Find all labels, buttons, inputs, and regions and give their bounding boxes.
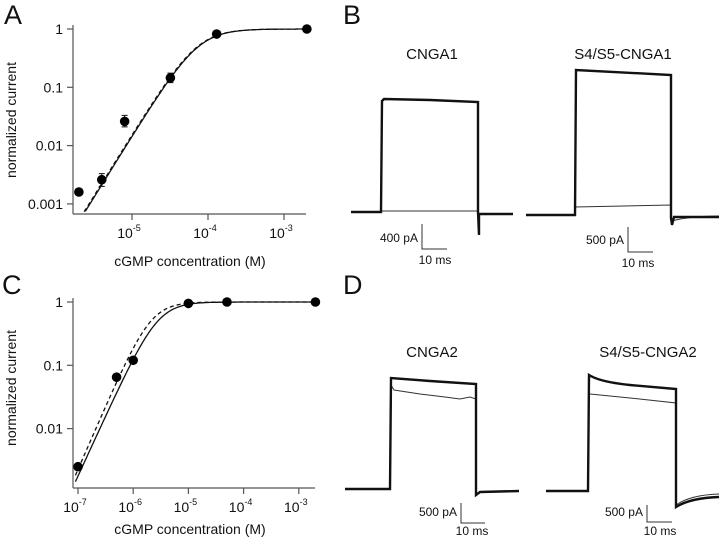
data-point	[183, 298, 194, 309]
y-tick-label: 0.001	[28, 196, 63, 212]
data-point	[73, 461, 83, 472]
scale-bar	[646, 505, 672, 523]
data-point	[211, 29, 222, 39]
x-tick-label: 10-4	[229, 497, 253, 515]
panel-letter-b: B	[343, 0, 361, 30]
x-tick-exponent: -4	[209, 223, 217, 233]
data-point	[74, 187, 84, 197]
y-tick-label: 0.1	[44, 357, 64, 373]
data-point	[310, 297, 321, 307]
y-tick-label: 1	[55, 21, 63, 37]
panel-d-current-traces: CNGA2 500 pA 10 ms S4/S5-CNGA2 500 pA 10…	[345, 344, 720, 538]
data-point	[111, 372, 122, 382]
x-tick-label: 10-4	[193, 223, 217, 241]
fit-curve-dashed	[74, 301, 316, 476]
trace-saturating-cgmp	[546, 372, 720, 510]
y-tick-label: 0.01	[36, 138, 63, 154]
trace-saturating-cgmp	[526, 68, 719, 226]
y-tick-label: 1	[55, 294, 63, 310]
panel-b-current-traces: CNGA1 400 pA 10 ms S4/S5-CNGA1 500 pA 10…	[351, 46, 720, 270]
scale-current-label: 500 pA	[605, 505, 643, 519]
trace-title-cnga2: CNGA2	[406, 344, 458, 361]
panel-a-dose-response: cGMP concentration (M) normalized curren…	[3, 21, 312, 269]
x-tick-exponent: -3	[300, 497, 308, 507]
scale-bar	[627, 227, 653, 253]
y-tick-label: 0.01	[36, 421, 63, 437]
x-axis-label: cGMP concentration (M)	[114, 521, 265, 537]
x-tick-exponent: -6	[134, 497, 142, 507]
panel-letter-c: C	[2, 270, 22, 300]
scale-time-label: 10 ms	[644, 524, 677, 538]
data-point	[222, 297, 232, 307]
x-tick-label: 10-5	[117, 223, 141, 241]
trace-low-cgmp	[390, 384, 477, 400]
x-tick-label: 10-3	[269, 223, 293, 241]
x-tick-exponent: -5	[133, 223, 141, 233]
data-point	[302, 24, 312, 34]
y-axis-label: normalized current	[3, 330, 19, 446]
data-point	[165, 73, 176, 83]
trace-title-s4s5-cnga2: S4/S5-CNGA2	[599, 344, 697, 361]
x-tick-label: 10-3	[284, 497, 308, 515]
panel-letter-a: A	[4, 0, 22, 30]
scale-current-label: 500 pA	[419, 505, 457, 519]
trace-title-cnga1: CNGA1	[406, 46, 458, 63]
scale-bar	[460, 503, 485, 524]
x-tick-label: 10-7	[63, 497, 87, 515]
scale-time-label: 10 ms	[622, 256, 655, 270]
fit-curve-solid	[74, 301, 316, 482]
x-tick-exponent: -7	[79, 497, 87, 507]
x-tick-exponent: -4	[244, 497, 252, 507]
scale-current-label: 400 pA	[380, 231, 418, 245]
y-tick-label: 0.1	[44, 79, 64, 95]
scale-time-label: 10 ms	[456, 524, 489, 538]
data-point	[128, 355, 138, 366]
fit-curve-dashed	[83, 28, 307, 213]
x-tick-exponent: -3	[285, 223, 293, 233]
trace-saturating-cgmp	[351, 97, 513, 236]
data-point	[119, 116, 130, 127]
y-axis-label: normalized current	[3, 62, 19, 178]
data-point	[96, 174, 107, 185]
scale-bar	[421, 224, 447, 250]
fit-curve-solid	[84, 28, 307, 212]
scale-time-label: 10 ms	[419, 253, 452, 267]
x-axis-label: cGMP concentration (M)	[114, 253, 265, 269]
panel-c-dose-response: cGMP concentration (M) normalized curren…	[3, 294, 321, 537]
x-tick-exponent: -5	[189, 497, 197, 507]
x-tick-label: 10-6	[118, 497, 142, 515]
panel-letter-d: D	[343, 270, 363, 300]
trace-low-cgmp	[574, 204, 720, 222]
scale-current-label: 500 pA	[586, 233, 624, 247]
trace-title-s4s5-cnga1: S4/S5-CNGA1	[574, 46, 672, 63]
x-tick-label: 10-5	[174, 497, 198, 515]
trace-saturating-cgmp	[345, 376, 520, 498]
trace-low-cgmp	[589, 393, 720, 506]
